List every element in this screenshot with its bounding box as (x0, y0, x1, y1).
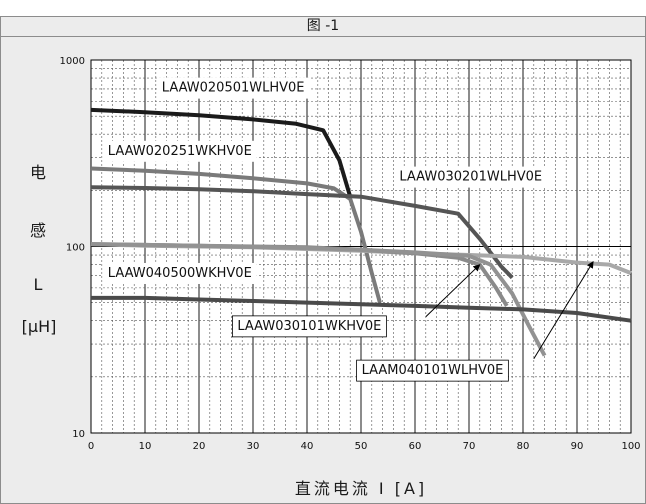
x-tick-label: 10 (139, 441, 152, 452)
series-line-1 (90, 107, 353, 198)
ylabel-char-4: [μH] (21, 317, 57, 336)
x-axis-title: 直流电流 I [A] (294, 479, 428, 498)
series-label-box-6 (356, 359, 509, 382)
series-label-box-2 (102, 140, 257, 162)
x-tick-label: 60 (409, 441, 422, 452)
ylabel-char-3: L (33, 275, 43, 294)
series-label-box-4 (102, 262, 257, 284)
figure-panel: 图 -1 电 感 L [μH] LAAW020501WLHV0E LAAW0202… (0, 16, 646, 504)
x-tick-label: 40 (301, 441, 314, 452)
partial-header-strip (0, 0, 646, 16)
x-tick-label: 50 (355, 441, 368, 452)
series-line-3 (90, 185, 514, 280)
series-label-5: LAAW030101WKHV0E (237, 319, 381, 334)
y-tick-label: 100 (66, 243, 85, 254)
x-tick-label: 30 (247, 441, 260, 452)
x-tick-label: 90 (571, 441, 584, 452)
y-tick-label: 1000 (60, 56, 85, 67)
header-divider (1, 36, 645, 37)
annotation-arrow-6 (533, 260, 594, 360)
x-tick-label: 80 (517, 441, 530, 452)
ylabel-char-1: 电 (29, 163, 46, 182)
x-tick-label: 20 (193, 441, 206, 452)
figure-title: 图 -1 (306, 18, 340, 34)
series-label-2: LAAW020251WKHV0E (108, 144, 252, 159)
plot-frame (90, 59, 632, 434)
chart-svg: LAAW020501WLHV0E LAAW020251WKHV0E LAAW0302… (60, 56, 641, 452)
ylabel-char-2: 感 (29, 221, 46, 240)
series-line-7 (91, 295, 632, 323)
series-label-1: LAAW020501WLHV0E (162, 81, 305, 96)
series-label-box-5 (231, 315, 387, 338)
series-label-box-3 (394, 166, 548, 188)
series-label-6: LAAM040101WLHV0E (362, 363, 504, 378)
x-tick-label: 70 (463, 441, 476, 452)
annotation-arrow-5 (425, 264, 481, 318)
x-tick-label: 100 (621, 441, 640, 452)
x-tick-label: 0 (88, 441, 94, 452)
series-label-3: LAAW030201WLHV0E (399, 170, 542, 185)
series-label-4: LAAW040500WKHV0E (108, 266, 252, 281)
series-label-box-1 (156, 77, 310, 99)
y-tick-label: 10 (72, 429, 85, 440)
